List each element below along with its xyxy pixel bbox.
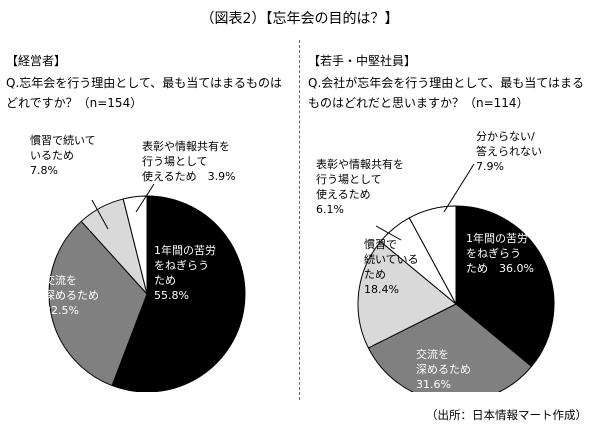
panel-executives: 【経営者】 Q.忘年会を行う理由として、最も当てはまるものはどれですか？（n=1… (4, 40, 294, 400)
panel-divider (299, 40, 300, 400)
leader-line (135, 183, 155, 213)
panel-group-label: 【経営者】 (6, 54, 67, 68)
pie-slice (408, 205, 457, 305)
leader-line (443, 163, 475, 213)
panel-employees: 【若手・中堅社員】 Q.会社が忘年会を行う理由として、最も当てはまるものはどれだ… (306, 40, 596, 400)
pie-slice (122, 195, 148, 295)
panel-question: Q.忘年会を行う理由として、最も当てはまるものはどれですか？（n=154） (6, 76, 283, 110)
chart-title: （図表2）【忘年会の目的は？】 (200, 11, 399, 27)
pie-slice (357, 240, 457, 349)
pie-slice (367, 303, 533, 392)
slice-label: 慣習で続いているため 18.4% (364, 237, 419, 296)
pie-slice (111, 195, 246, 392)
slice-label: 分からない/答えられない 7.9% (476, 130, 542, 173)
slice-label: 交流を深めるため 31.6% (416, 347, 471, 391)
slice-label: 交流を深めるため 32.5% (44, 273, 99, 317)
pie-slice (455, 205, 555, 368)
slice-label: 1年間の苦労をねぎらうため 55.8% (154, 243, 216, 302)
slice-label: 1年間の苦労をねぎらうため 36.0% (466, 231, 534, 275)
pie-chart-employees: 1年間の苦労をねぎらうため 36.0% 交流を深めるため 31.6% 慣習で続いている… (316, 130, 555, 392)
slice-label: 慣習で続いているため 7.8% (30, 133, 96, 177)
leader-line (375, 225, 402, 241)
pie-chart-executives: 1年間の苦労をねぎらうため 55.8% 交流を深めるため 32.5% 慣習で続いているた… (30, 133, 246, 392)
panel-question: Q.会社が忘年会を行う理由として、最も当てはまるものはどれだと思いますか？（n=… (308, 76, 585, 110)
slice-label: 表彰や情報共有を行う場として使えるため 6.1% (316, 157, 404, 216)
leader-line (91, 199, 109, 230)
panel-group-label: 【若手・中堅社員】 (308, 54, 417, 68)
slice-label: 表彰や情報共有を行う場として使えるため 3.9% (142, 139, 236, 183)
pie-slice (48, 220, 148, 387)
source-note: （出所：日本情報マート作成） (426, 408, 587, 422)
